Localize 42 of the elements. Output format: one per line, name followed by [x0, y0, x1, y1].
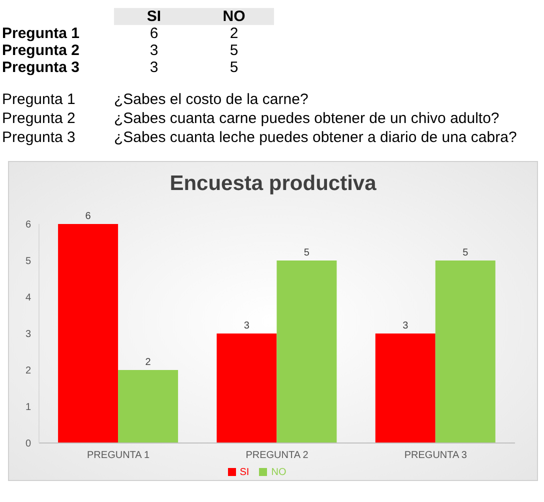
x-tick-label: PREGUNTA 2	[246, 450, 309, 462]
bar	[276, 260, 337, 443]
y-tick-label: 3	[25, 329, 32, 340]
data-label: 5	[462, 248, 469, 258]
y-tick-label: 2	[25, 366, 32, 377]
legend-label: SI	[240, 467, 250, 478]
text: 5	[228, 42, 240, 59]
y-tick-label: 6	[25, 220, 32, 231]
data-label: 3	[402, 320, 409, 332]
legend-label: NO	[271, 467, 286, 478]
y-tick-label: 5	[25, 256, 32, 268]
text: Pregunta 1	[2, 90, 76, 109]
text: 2	[228, 25, 240, 42]
data-label: 6	[85, 211, 92, 222]
text: 3	[148, 42, 160, 59]
x-tick-label: PREGUNTA 1	[87, 450, 150, 462]
text: NO	[222, 8, 246, 25]
text: ¿Sabes el costo de la carne?	[114, 90, 308, 109]
text: 3	[148, 59, 160, 76]
text: Pregunta 2	[2, 42, 81, 59]
data-label: 3	[244, 320, 250, 332]
y-tick-label: 4	[25, 292, 32, 304]
text: Pregunta 3	[2, 128, 76, 147]
data-label: 5	[304, 248, 310, 258]
text: Pregunta 3	[2, 59, 81, 76]
bar	[375, 334, 436, 443]
bar	[118, 370, 178, 443]
text: Pregunta 2	[2, 109, 76, 128]
text: SI	[146, 8, 162, 25]
text: ¿Sabes cuanta leche puedes obtener a diario de una cabra?	[114, 128, 517, 147]
text: 6	[148, 25, 160, 42]
text: Pregunta 1	[2, 25, 81, 42]
text: ¿Sabes cuanta carne puedes obtener de un chivo adulto?	[114, 109, 500, 128]
y-tick-label: 1	[25, 402, 32, 414]
data-label: 2	[145, 357, 152, 368]
bar	[58, 224, 118, 443]
x-tick-label: PREGUNTA 3	[404, 450, 468, 462]
bar	[216, 334, 277, 443]
y-tick-label: 0	[25, 438, 32, 450]
chart-title: Encuesta productiva	[168, 171, 378, 197]
bar	[435, 260, 496, 443]
text: 5	[228, 59, 240, 76]
